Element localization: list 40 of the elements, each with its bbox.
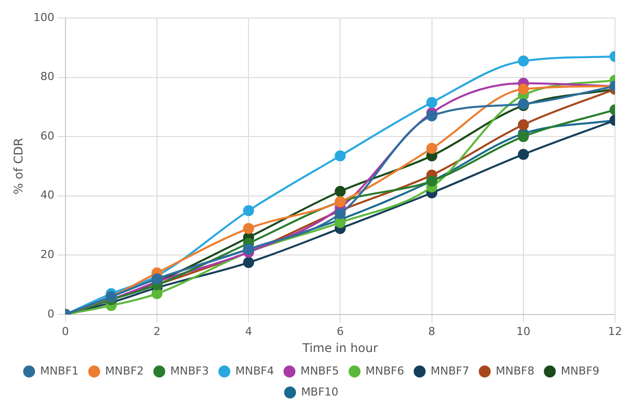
legend-label: MNBF2 (105, 364, 144, 378)
point (518, 148, 529, 160)
point (334, 208, 346, 220)
y-tick-label: 0 (47, 307, 54, 320)
y-tick-label: 80 (40, 70, 54, 84)
point (334, 150, 346, 162)
x-tick-label: 12 (608, 324, 622, 338)
point (426, 142, 438, 154)
point (518, 55, 529, 66)
x-tick-label: 10 (516, 324, 530, 338)
legend-label: MNBF5 (300, 364, 340, 378)
y-tick-label: 40 (40, 188, 54, 202)
y-tick-label: 100 (33, 10, 54, 24)
x-tick-label: 6 (336, 324, 344, 338)
point (243, 257, 254, 268)
y-tick-label: 60 (40, 129, 54, 142)
legend-label: MBF10 (301, 385, 338, 398)
legend-label: MNBF6 (366, 364, 404, 378)
point (243, 222, 254, 234)
x-tick-label: 0 (62, 324, 69, 338)
x-tick-label: 4 (245, 324, 252, 338)
point (426, 96, 438, 108)
legend-label: MNBF7 (430, 364, 470, 378)
point (334, 217, 346, 228)
legend-label: MNBF3 (170, 364, 209, 378)
point (426, 110, 438, 122)
x-tick-label: 2 (153, 324, 160, 338)
y-tick-label: 20 (40, 248, 54, 261)
x-tick-label: 8 (428, 324, 436, 338)
point (334, 186, 346, 197)
legend-label: MNBF4 (235, 364, 274, 378)
point (518, 119, 529, 130)
legend-label: MNBF9 (560, 364, 600, 378)
x-axis-title: Time in hour (301, 340, 378, 355)
y-axis-title: % of CDR (11, 138, 26, 194)
point (243, 205, 254, 216)
point (518, 131, 529, 142)
legend-label: MNBF1 (40, 364, 79, 378)
point (518, 84, 529, 95)
legend-label: MNBF8 (496, 364, 534, 378)
